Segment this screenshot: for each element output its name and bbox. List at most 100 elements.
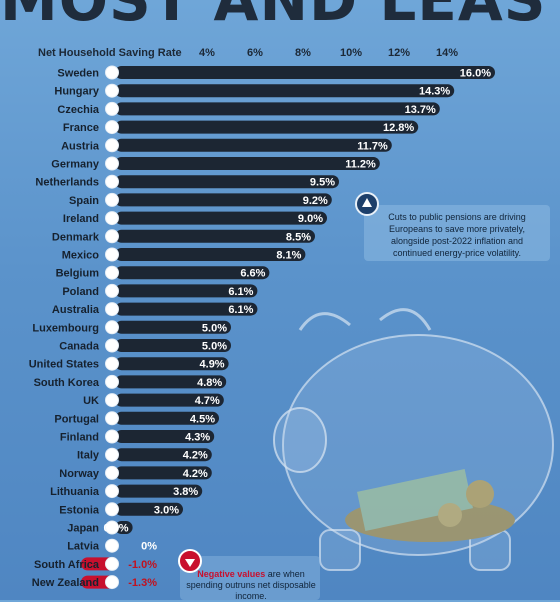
bar-poland: [115, 284, 258, 298]
piggy-bank-icon: [273, 308, 554, 571]
category-label: Germany: [51, 159, 100, 171]
value-label: 9.2%: [303, 195, 328, 207]
flag-icon: [105, 411, 119, 426]
negative-note-title: Negative values: [197, 569, 266, 579]
flag-icon: [105, 265, 119, 280]
value-label: 4.5%: [190, 413, 215, 425]
flag-icon: [105, 302, 119, 317]
category-label: Spain: [69, 195, 99, 207]
value-label: 16.0%: [460, 68, 491, 80]
arrow-up-icon: [355, 192, 379, 216]
value-label: 3.8%: [173, 486, 198, 498]
category-label: Austria: [61, 140, 100, 152]
bar-ireland: [115, 211, 327, 225]
category-label: Ireland: [63, 213, 99, 225]
bar-australia: [115, 302, 258, 316]
flag-icon: [105, 174, 119, 189]
category-label: Poland: [62, 286, 99, 298]
flag-icon: [105, 101, 119, 116]
category-label: Estonia: [59, 504, 100, 516]
negative-note-box: [180, 556, 320, 600]
chart-title: MOST AND LEAST: [0, 0, 560, 34]
bar-spain: [115, 193, 332, 207]
x-tick-label: 8%: [295, 47, 311, 59]
flag-icon: [105, 156, 119, 171]
value-label: 6.6%: [240, 268, 265, 280]
bar-austria: [115, 138, 392, 152]
category-label: Finland: [60, 432, 99, 444]
bar-germany: [115, 157, 380, 170]
value-label: 6.1%: [228, 286, 253, 298]
category-label: Netherlands: [35, 177, 99, 189]
flag-icon: [105, 247, 119, 262]
bar-canada: [115, 339, 231, 352]
flag-icon: [105, 229, 119, 244]
bar-france: [115, 120, 419, 134]
value-label: 11.7%: [357, 140, 388, 152]
negative-note-text: are when spending outruns net disposable…: [186, 569, 316, 601]
bar-italy: [115, 448, 212, 462]
value-label: 9.5%: [310, 177, 335, 189]
flag-icon: [105, 192, 119, 207]
bar-finland: [115, 430, 215, 443]
bar-belgium: [115, 266, 270, 280]
value-label: 0.9%: [104, 523, 129, 535]
flag-icon: [105, 356, 119, 371]
flag-icon: [105, 338, 119, 353]
category-label: Portugal: [54, 413, 99, 425]
flag-icon: [105, 575, 119, 590]
category-label: Belgium: [56, 268, 100, 280]
value-label: 4.7%: [195, 395, 220, 407]
bar-lithuania: [115, 484, 203, 498]
category-label: United States: [29, 359, 99, 371]
category-label: Japan: [67, 523, 99, 535]
axis-label: Net Household Saving Rate: [38, 47, 182, 59]
bar-uk: [115, 393, 224, 407]
value-label: 4.2%: [183, 450, 208, 462]
flag-icon: [105, 374, 119, 389]
annotation-box: [364, 205, 550, 261]
bar-sweden: [115, 66, 495, 79]
bar-luxembourg: [115, 320, 231, 334]
value-label: 13.7%: [405, 104, 436, 116]
flag-icon: [105, 502, 119, 517]
bar-mexico: [115, 248, 306, 261]
bar-japan: [115, 521, 133, 534]
flag-icon: [105, 65, 119, 80]
category-label: UK: [83, 395, 99, 407]
value-label: 4.9%: [200, 359, 225, 371]
bar-netherlands: [115, 175, 339, 189]
category-label: France: [63, 122, 99, 134]
flag-icon: [105, 465, 119, 480]
value-label: 0%: [141, 541, 157, 553]
value-label: -1.0%: [128, 559, 157, 571]
value-label: 11.2%: [345, 159, 376, 171]
category-label: Norway: [59, 468, 100, 480]
value-label: 5.0%: [202, 322, 227, 334]
value-label: 6.1%: [228, 304, 253, 316]
category-label: Sweden: [57, 68, 99, 80]
flag-icon: [105, 393, 119, 408]
category-label: Australia: [52, 304, 100, 316]
value-label: 8.5%: [286, 231, 311, 243]
bar-denmark: [115, 229, 315, 243]
bar-hungary: [115, 84, 455, 98]
category-label: Latvia: [67, 541, 100, 553]
category-label: New Zealand: [32, 577, 99, 589]
flag-icon: [105, 447, 119, 462]
category-label: South Korea: [34, 377, 100, 389]
bar-south-korea: [115, 375, 227, 389]
flag-icon: [105, 520, 119, 535]
arrow-down-icon: [178, 549, 202, 573]
flag-icon: [105, 138, 119, 153]
flag-icon: [105, 538, 119, 553]
value-label: 9.0%: [298, 213, 323, 225]
x-tick-label: 12%: [388, 47, 410, 59]
annotation-text: Cuts to public pensions are driving Euro…: [388, 212, 526, 258]
category-label: Czechia: [57, 104, 99, 116]
flag-icon: [105, 320, 119, 335]
category-label: Denmark: [52, 231, 100, 243]
flag-icon: [105, 83, 119, 98]
flag-icon: [105, 283, 119, 298]
